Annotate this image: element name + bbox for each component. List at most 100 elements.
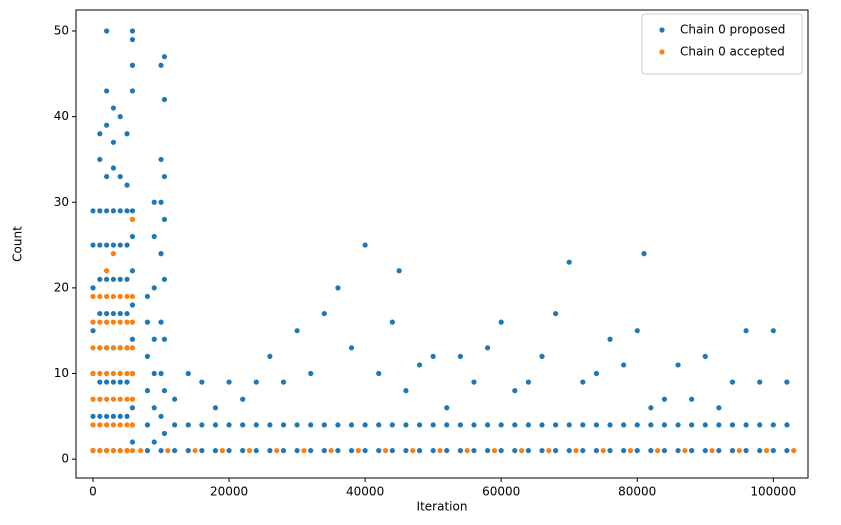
x-tick-label: 40000	[346, 485, 384, 499]
legend-box	[641, 13, 803, 75]
point	[129, 216, 136, 222]
x-tick-label: 100000	[750, 485, 796, 499]
point	[124, 182, 130, 188]
point	[348, 422, 355, 428]
point	[566, 447, 572, 454]
point	[117, 293, 123, 300]
point	[641, 251, 647, 257]
point	[389, 422, 395, 428]
point	[97, 345, 103, 351]
point	[600, 447, 606, 454]
point	[129, 233, 136, 240]
point	[124, 370, 130, 377]
point	[97, 293, 103, 300]
y-tick-label: 50	[54, 23, 69, 37]
point	[158, 156, 164, 163]
point	[104, 208, 110, 214]
point	[124, 422, 130, 428]
point	[757, 447, 763, 454]
point	[763, 447, 770, 454]
point	[129, 345, 136, 351]
point	[129, 208, 136, 214]
point	[144, 422, 151, 428]
point	[240, 396, 246, 402]
point	[129, 62, 136, 68]
point	[430, 353, 436, 359]
point	[621, 362, 627, 368]
point	[110, 105, 117, 111]
point	[104, 422, 110, 428]
point	[129, 319, 136, 325]
point	[110, 242, 117, 248]
point	[90, 208, 96, 214]
point	[498, 422, 504, 428]
point	[117, 422, 123, 428]
point	[117, 319, 123, 325]
point	[253, 447, 259, 454]
point	[97, 319, 103, 325]
point	[90, 447, 96, 454]
point	[90, 413, 96, 419]
point	[444, 447, 450, 454]
point	[484, 345, 491, 351]
x-tick-label: 0	[89, 485, 97, 499]
point	[117, 242, 123, 248]
point	[546, 447, 552, 454]
point	[689, 396, 695, 402]
point	[416, 362, 423, 368]
point	[294, 447, 300, 454]
point	[430, 422, 436, 428]
point	[97, 396, 103, 402]
point	[110, 345, 117, 351]
point	[784, 447, 790, 454]
point	[553, 447, 559, 454]
point	[104, 345, 110, 351]
point	[267, 447, 273, 454]
point	[110, 422, 117, 428]
point	[661, 447, 668, 454]
point	[308, 447, 314, 454]
point	[124, 242, 130, 248]
point	[389, 447, 395, 454]
point	[90, 396, 96, 402]
point	[444, 405, 450, 411]
legend-marker	[659, 49, 665, 55]
point	[185, 447, 191, 454]
point	[192, 447, 198, 454]
point	[129, 370, 136, 377]
point	[376, 447, 382, 454]
point	[525, 379, 531, 385]
point	[117, 447, 123, 454]
point	[117, 114, 123, 120]
point	[607, 447, 613, 454]
point	[743, 328, 749, 334]
point	[362, 422, 368, 428]
y-axis-label: Count	[11, 226, 25, 262]
point	[161, 388, 168, 394]
point	[729, 379, 736, 385]
plot-frame	[75, 9, 809, 479]
point	[110, 251, 117, 257]
point	[104, 173, 110, 180]
legend-label: Chain 0 accepted	[680, 45, 785, 59]
point	[335, 422, 341, 428]
point	[661, 396, 668, 402]
point	[165, 447, 171, 454]
point	[161, 54, 168, 60]
point	[199, 422, 205, 428]
point	[110, 319, 117, 325]
point	[621, 447, 627, 454]
point	[158, 413, 164, 419]
point	[158, 199, 164, 205]
point	[348, 345, 355, 351]
point	[280, 422, 287, 428]
point	[743, 447, 749, 454]
point	[97, 447, 103, 454]
point	[675, 362, 681, 368]
legend-label: Chain 0 proposed	[680, 23, 785, 37]
point	[172, 447, 178, 454]
point	[97, 422, 103, 428]
point	[770, 328, 776, 334]
